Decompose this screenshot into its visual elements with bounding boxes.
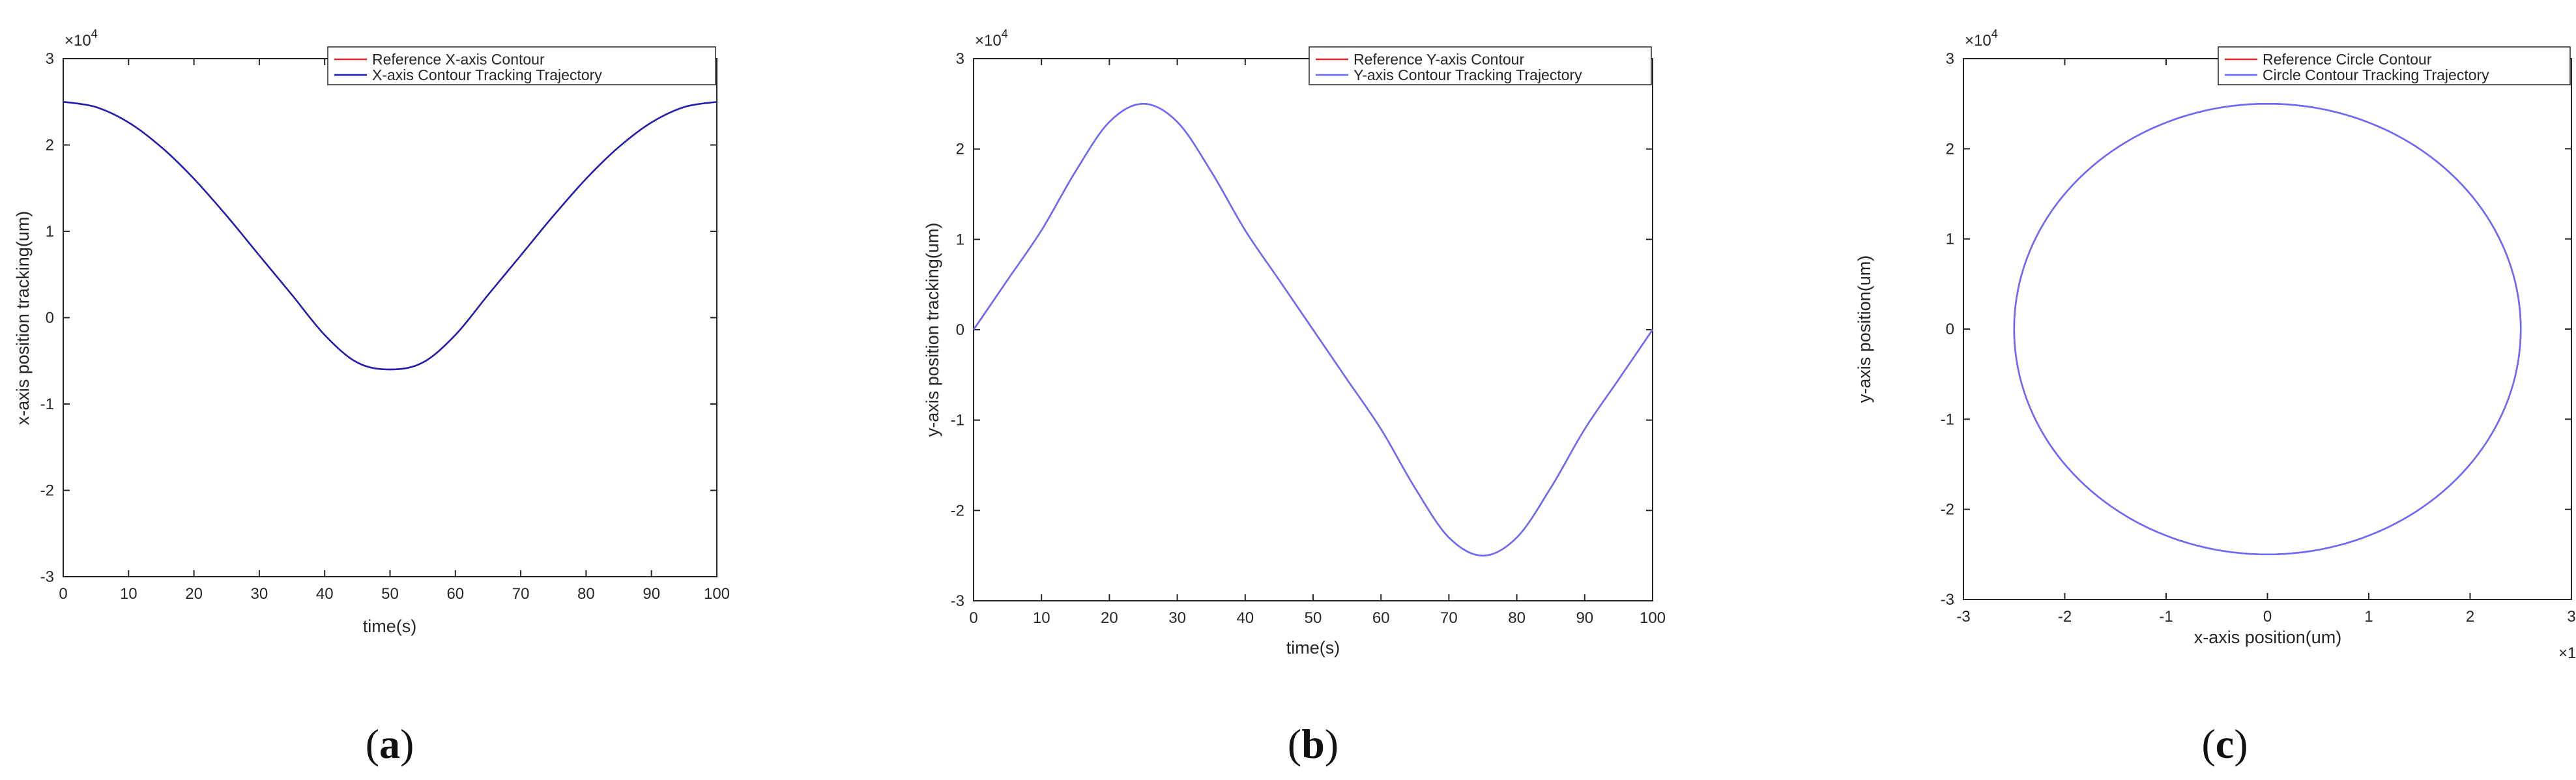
panel-a-ytick-label: -3 bbox=[40, 568, 54, 586]
panel-c-xlabel: x-axis position(um) bbox=[2194, 628, 2342, 647]
panel-c-ytick-label: -2 bbox=[1941, 501, 1954, 519]
panel-a-legend-label-1: X-axis Contour Tracking Trajectory bbox=[372, 66, 602, 83]
panel-b-ytick-label: -2 bbox=[951, 502, 964, 519]
panel-c-ylabel: y-axis position(um) bbox=[1855, 255, 1874, 403]
panel-b-xtick-label: 40 bbox=[1236, 609, 1254, 627]
panel-a-axes-box bbox=[63, 58, 717, 577]
panel-b-ytick-label: 3 bbox=[956, 50, 964, 68]
panel-b-caption-letter: b bbox=[1301, 721, 1325, 767]
panel-c-ytick-label: 1 bbox=[1946, 231, 1954, 248]
panel-c-xtick-label: 1 bbox=[2364, 608, 2373, 626]
panel-a-xtick-label: 40 bbox=[316, 585, 334, 603]
panel-a-legend-label-0: Reference X-axis Contour bbox=[372, 51, 545, 68]
panel-b-xlabel: time(s) bbox=[1286, 638, 1340, 657]
panel-b-ytick-label: 2 bbox=[956, 141, 964, 158]
panel-a-xtick-label: 100 bbox=[704, 585, 730, 603]
panel-a-y-exponent: ×104 bbox=[65, 27, 98, 50]
panel-a-xtick-label: 30 bbox=[251, 585, 268, 603]
panel-a-xtick-label: 90 bbox=[643, 585, 660, 603]
panel-a-ytick-label: 1 bbox=[46, 223, 54, 240]
panel-b-xtick-label: 50 bbox=[1305, 609, 1322, 627]
panel-a-caption-letter: a bbox=[379, 721, 400, 767]
panel-c-caption: (c) bbox=[2201, 721, 2248, 767]
panel-a-ytick-label: -2 bbox=[40, 482, 54, 500]
panel-a-xtick-label: 10 bbox=[120, 585, 137, 603]
panel-c-axes-box bbox=[1963, 58, 2572, 600]
panel-b-xtick-label: 20 bbox=[1101, 609, 1118, 627]
panel-c-ytick-label: -3 bbox=[1941, 591, 1954, 609]
panel-a-xtick-label: 50 bbox=[381, 585, 399, 603]
panel-a-xtick-label: 80 bbox=[577, 585, 595, 603]
panel-c-ytick-label: 2 bbox=[1946, 140, 1954, 158]
panel-c-xtick-label: 0 bbox=[2263, 608, 2272, 626]
panel-a-ytick-label: 3 bbox=[46, 50, 54, 68]
panel-c-ytick-label: -1 bbox=[1941, 411, 1954, 428]
panel-a-ytick-label: 0 bbox=[46, 310, 54, 327]
panel-b-xtick-label: 60 bbox=[1372, 609, 1390, 627]
panel-c-ytick-label: 0 bbox=[1946, 321, 1954, 338]
panel-b-xtick-label: 80 bbox=[1508, 609, 1526, 627]
panel-b-xtick-label: 0 bbox=[969, 609, 977, 627]
panel-b-caption: (b) bbox=[1288, 721, 1339, 767]
panel-b-xtick-label: 10 bbox=[1033, 609, 1050, 627]
panel-c-caption-letter: c bbox=[2216, 721, 2234, 767]
panel-b-ytick-label: 0 bbox=[956, 321, 964, 339]
panel-c-xtick-label: -3 bbox=[1956, 608, 1970, 626]
panel-b-xtick-label: 30 bbox=[1168, 609, 1186, 627]
panel-c-xtick-label: 3 bbox=[2567, 608, 2575, 626]
panel-a-ylabel: x-axis position tracking(um) bbox=[13, 211, 33, 426]
panel-b-xtick-label: 90 bbox=[1576, 609, 1593, 627]
panel-b-legend-box bbox=[1309, 46, 1652, 85]
panel-a-plot-area: 0 10 20 30 40 50 60 70 80 90 100 -3 -2 -1 0 1 2 3 ×104 Refe… bbox=[40, 27, 730, 603]
panel-a-series-1-line bbox=[63, 101, 717, 371]
panel-a-ytick-label: 2 bbox=[46, 137, 54, 154]
panel-c-ytick-label: 3 bbox=[1946, 50, 1954, 68]
panel-a-ytick-label: -1 bbox=[40, 396, 54, 413]
panel-c-plot-area: -3 -2 -1 0 1 2 3 -3 -2 -1 0 1 2 3 ×104 ×104 Reference Ci… bbox=[1941, 27, 2576, 662]
panel-a-xtick-label: 0 bbox=[59, 585, 67, 603]
panel-c-xtick-label: 2 bbox=[2466, 608, 2474, 626]
panel-c-y-exponent: ×104 bbox=[1965, 27, 1998, 50]
panel-b-plot-area: 0 10 20 30 40 50 60 70 80 90 100 -3 -2 -1 0 1 2 3 ×104 Refe… bbox=[951, 27, 1666, 627]
panel-c-x-exponent: ×104 bbox=[2558, 640, 2576, 662]
panel-b-ytick-label: 1 bbox=[956, 231, 964, 248]
panel-c-xtick-label: -1 bbox=[2159, 608, 2173, 626]
panel-c-series-1-line bbox=[2013, 102, 2522, 556]
panel-b-ytick-label: -3 bbox=[951, 592, 964, 610]
panel-b-y-exponent: ×104 bbox=[975, 27, 1008, 50]
panel-a-xlabel: time(s) bbox=[363, 616, 417, 636]
panel-c-xtick-label: -2 bbox=[2058, 608, 2072, 626]
panel-b-legend-label-1: Y-axis Contour Tracking Trajectory bbox=[1353, 66, 1582, 83]
panel-a: 0 10 20 30 40 50 60 70 80 90 100 -3 -2 -1 0 1 2 3 ×104 Refe… bbox=[13, 27, 730, 767]
panel-c-legend-label-0: Reference Circle Contour bbox=[2263, 51, 2432, 68]
panel-c: -3 -2 -1 0 1 2 3 -3 -2 -1 0 1 2 3 ×104 ×104 Reference Ci… bbox=[1855, 27, 2576, 767]
panel-b-ytick-label: -1 bbox=[951, 412, 964, 429]
panel-b-xtick-label: 70 bbox=[1440, 609, 1458, 627]
panel-b-xtick-label: 100 bbox=[1640, 609, 1666, 627]
panel-b-series-1-line bbox=[972, 103, 1654, 556]
panel-c-legend-box bbox=[2218, 46, 2571, 85]
panel-b-ylabel: y-axis position tracking(um) bbox=[923, 223, 942, 437]
panel-c-legend-label-1: Circle Contour Tracking Trajectory bbox=[2263, 66, 2489, 83]
panel-a-legend-box bbox=[327, 46, 716, 85]
panel-a-xtick-label: 70 bbox=[512, 585, 530, 603]
panel-b-legend-label-0: Reference Y-axis Contour bbox=[1353, 51, 1524, 68]
panel-a-xtick-label: 60 bbox=[446, 585, 464, 603]
panel-a-xtick-label: 20 bbox=[185, 585, 203, 603]
panel-b: 0 10 20 30 40 50 60 70 80 90 100 -3 -2 -1 0 1 2 3 ×104 Refe… bbox=[923, 27, 1666, 767]
panel-a-caption: (a) bbox=[366, 721, 414, 767]
